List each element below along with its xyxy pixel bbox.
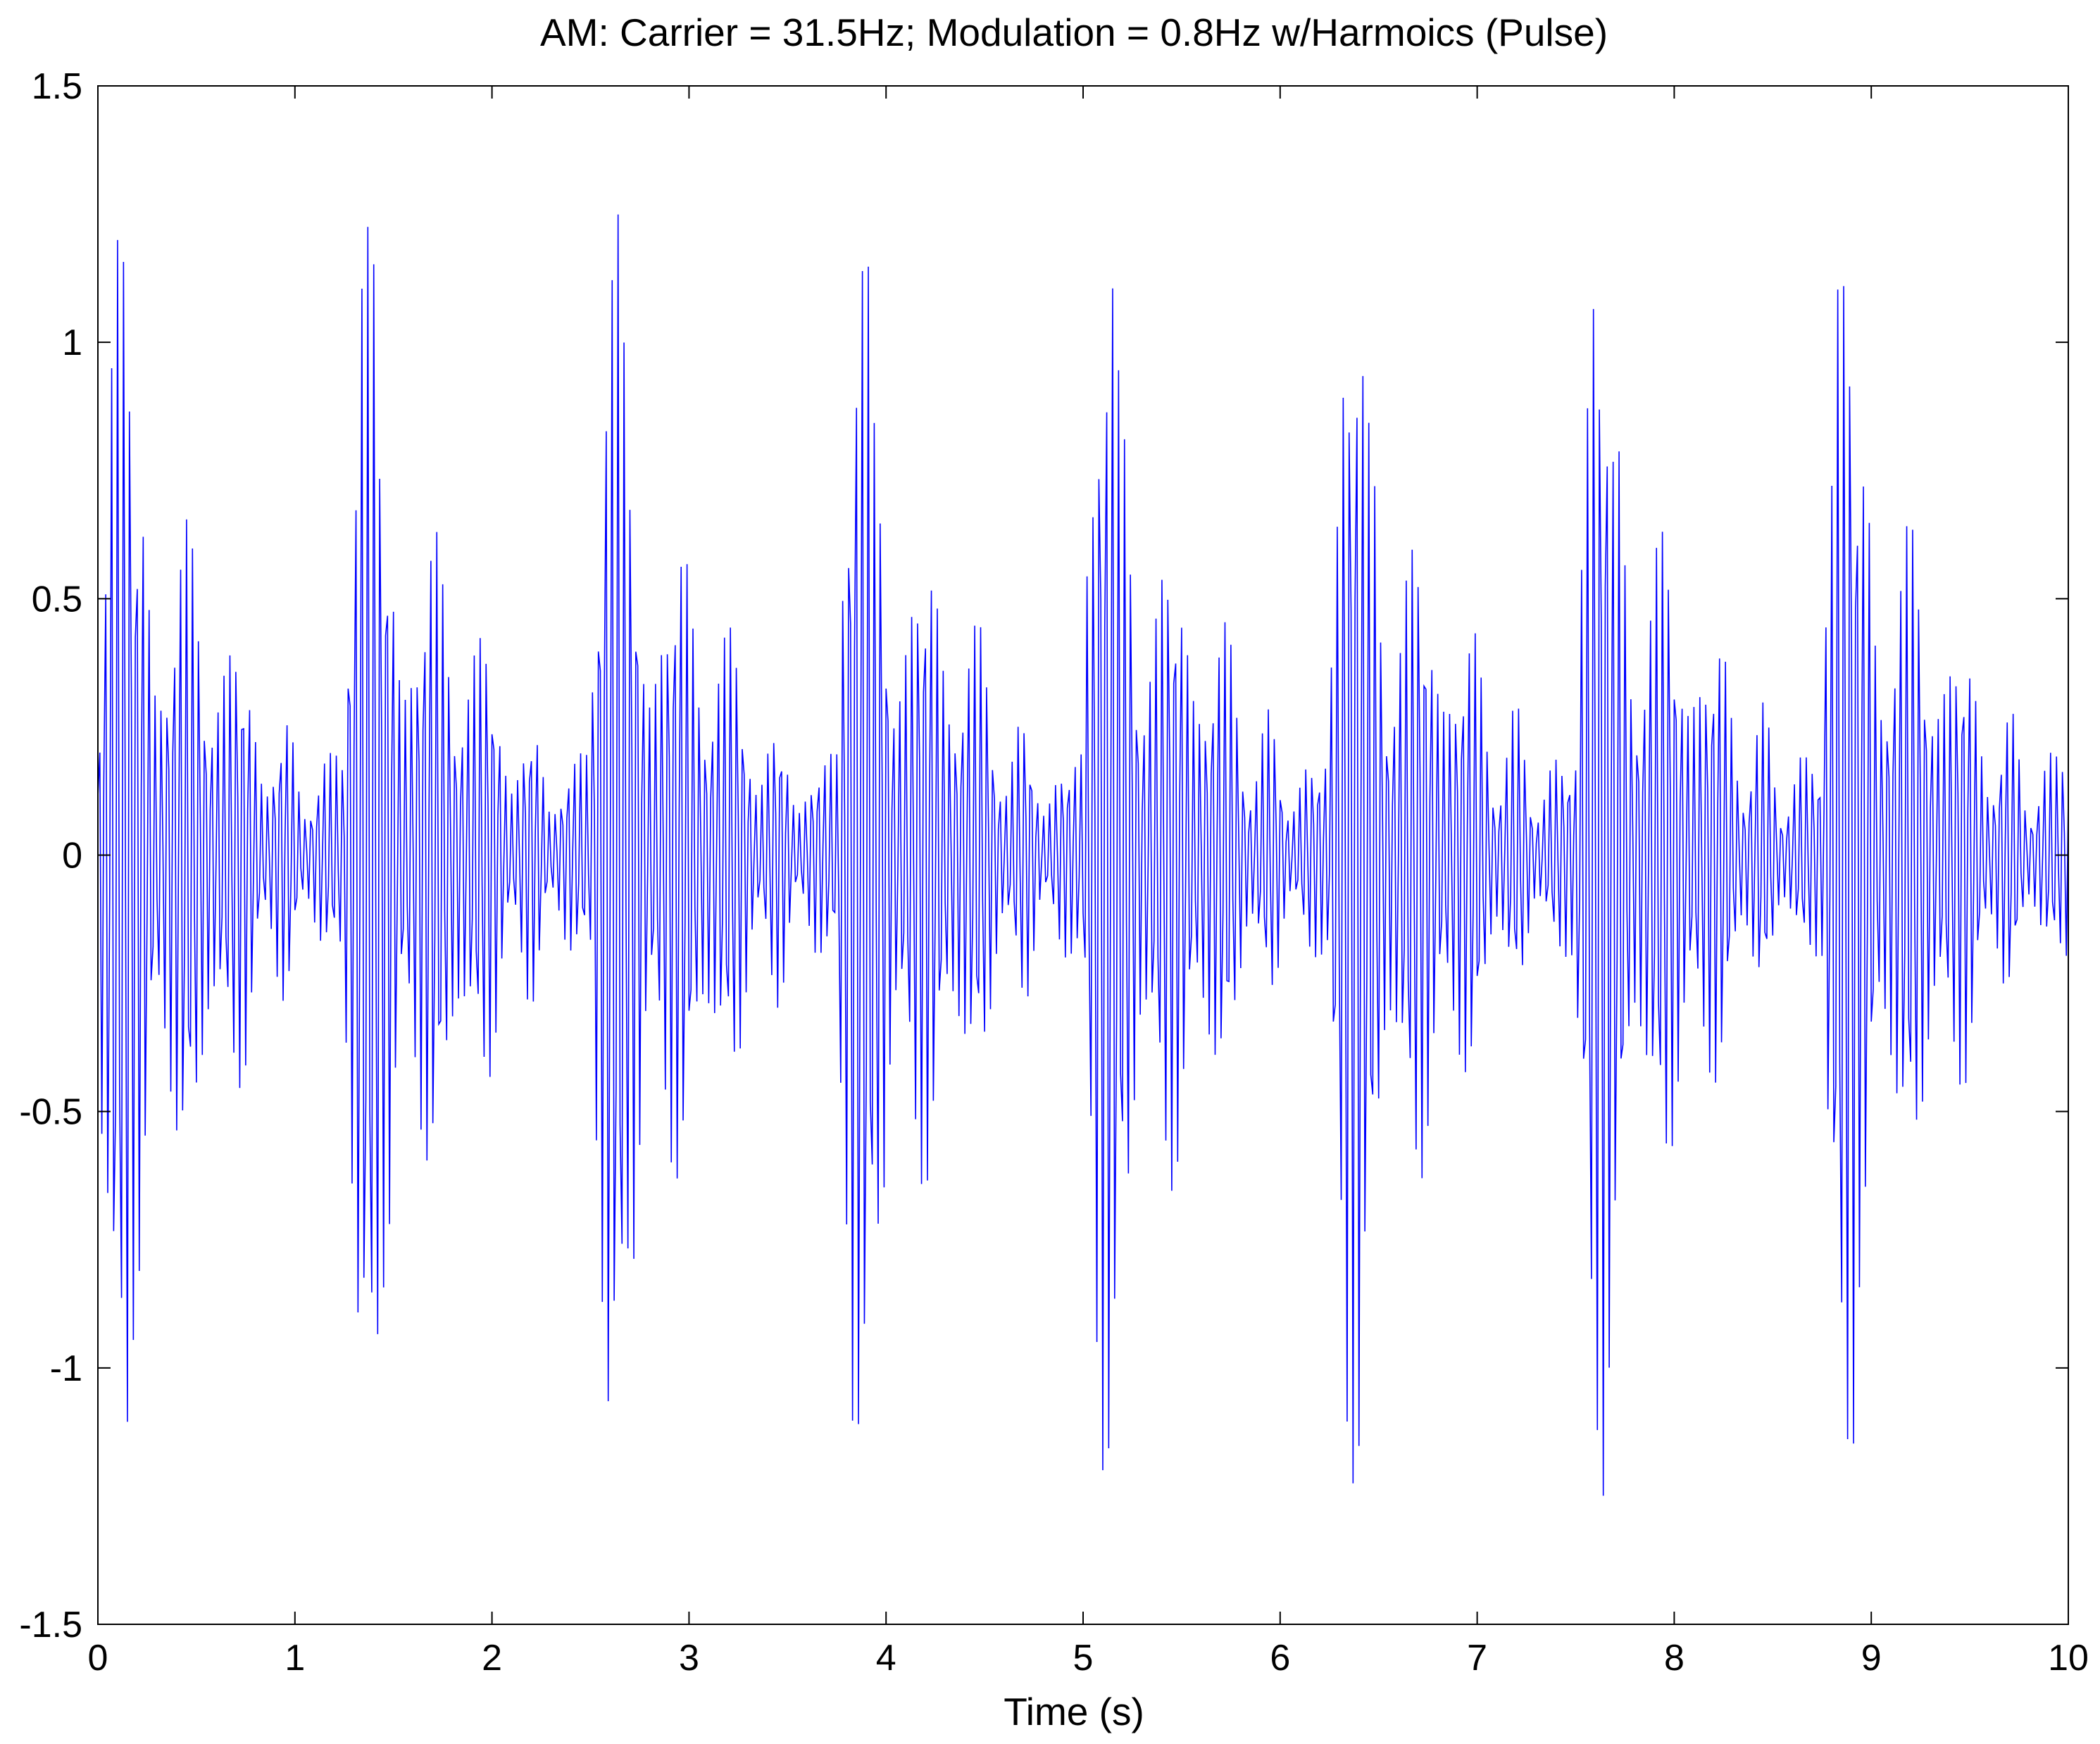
chart-title: AM: Carrier = 31.5Hz; Modulation = 0.8Hz… bbox=[540, 11, 1608, 54]
plot-area bbox=[98, 214, 2068, 1496]
x-tick-label: 3 bbox=[679, 1638, 699, 1679]
x-tick-label: 2 bbox=[482, 1638, 502, 1679]
x-tick-label: 5 bbox=[1073, 1638, 1094, 1679]
x-tick-label: 8 bbox=[1664, 1638, 1685, 1679]
axes-box bbox=[97, 85, 2069, 1625]
x-tick-label: 1 bbox=[285, 1638, 305, 1679]
y-tick-labels: 1.5 1 0.5 0 -0.5 -1 -1.5 bbox=[19, 66, 82, 1645]
series-line-am-signal bbox=[98, 214, 2068, 1496]
tick-marks bbox=[97, 85, 2069, 1625]
x-tick-label: 7 bbox=[1467, 1638, 1487, 1679]
x-tick-label: 10 bbox=[2048, 1638, 2089, 1679]
y-tick-label: 0 bbox=[62, 836, 82, 877]
y-tick-label: -1 bbox=[50, 1348, 82, 1389]
y-tick-label: -1.5 bbox=[19, 1605, 82, 1645]
x-tick-label: 4 bbox=[876, 1638, 896, 1679]
x-axis-title: Time (s) bbox=[1004, 1690, 1144, 1733]
x-tick-label: 9 bbox=[1861, 1638, 1882, 1679]
x-tick-label: 0 bbox=[88, 1638, 108, 1679]
x-tick-label: 6 bbox=[1270, 1638, 1290, 1679]
y-tick-label: 1.5 bbox=[32, 66, 82, 107]
y-tick-label: 1 bbox=[62, 322, 82, 363]
y-tick-label: 0.5 bbox=[32, 579, 82, 620]
x-tick-labels: 0 1 2 3 4 5 6 7 8 9 10 bbox=[88, 1638, 2089, 1679]
y-tick-label: -0.5 bbox=[19, 1092, 82, 1133]
